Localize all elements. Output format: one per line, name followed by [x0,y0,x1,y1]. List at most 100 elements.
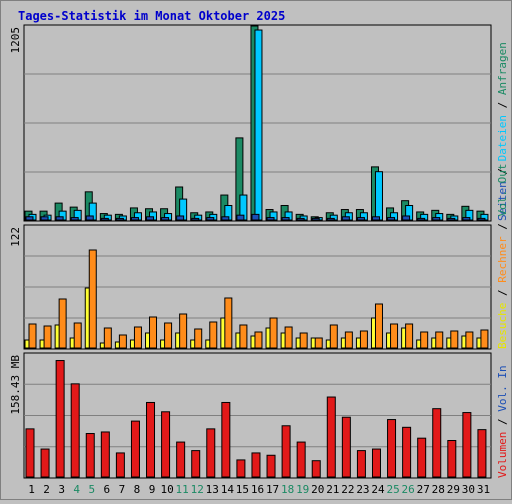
bar-seiten [447,217,456,221]
x-tick-label: 20 [311,483,324,496]
bar-seiten [146,216,155,221]
legend-entry: Anfragen [496,42,509,95]
bar-seiten [176,215,185,221]
bar-rechner [239,324,248,349]
x-tick-label: 14 [221,483,235,496]
bar-rechner [390,323,399,349]
bar-rechner [374,303,383,349]
bar-seiten [115,217,124,221]
bar-rechner [254,331,263,349]
bar-seiten [371,216,380,221]
y-max-label: 122 [9,227,22,247]
bar-seiten [70,217,79,221]
legend-entry: Besuche [496,303,509,349]
bar-rechner [299,332,308,349]
bar-seiten [296,217,305,221]
bar-dateien [254,29,263,221]
bar-seiten [100,217,109,221]
bar-volumen [341,416,351,478]
x-tick-label: 24 [371,483,385,496]
bar-rechner [405,323,414,349]
bar-seiten [281,217,290,221]
bar-volumen [417,437,427,478]
legend-entry: / [496,161,509,181]
bar-seiten [356,217,365,221]
bar-volumen [40,448,50,478]
bar-rechner [224,297,233,349]
bar-rechner [179,313,188,349]
bar-rechner [73,322,82,349]
x-tick-label: 27 [417,483,430,496]
bar-volumen [281,425,291,478]
x-tick-label: 13 [206,483,219,496]
x-tick-label: 2 [43,483,50,496]
x-tick-label: 7 [119,483,126,496]
bar-volumen [462,412,472,478]
legend-entry: / [496,283,509,303]
bar-rechner [329,324,338,349]
x-tick-label: 8 [134,483,141,496]
panel-anfragen-dateien-seiten: 1205 [9,24,492,222]
bar-seiten [191,217,200,221]
bar-volumen [371,448,381,478]
bar-volumen [25,428,35,478]
bar-volumen [206,428,216,478]
x-tick-label: 5 [88,483,95,496]
legend-middle: Besuche / Rechner / Vol. Out [496,164,509,349]
bar-seiten [130,217,139,221]
bar-seiten [206,217,215,221]
bar-volumen [356,450,366,478]
x-tick-label: 26 [402,483,415,496]
bar-seiten [341,216,350,221]
x-tick-label: 25 [386,483,399,496]
x-tick-label: 4 [73,483,80,496]
panels: 1205 122 158.43 MB [9,24,492,479]
bar-rechner [284,326,293,349]
bar-seiten [326,217,335,221]
x-tick-label: 23 [356,483,369,496]
bar-seiten [417,217,426,221]
x-tick-label: 10 [160,483,173,496]
bar-volumen [266,454,276,478]
bar-volumen [221,401,231,478]
bar-rechner [480,329,489,349]
x-tick-label: 30 [462,483,475,496]
x-tick-label: 19 [296,483,309,496]
bar-rechner [344,331,353,349]
legend-entry: / [496,95,509,115]
bar-volumen [130,420,140,478]
bar-volumen [477,429,487,478]
bar-seiten [432,217,441,221]
bar-rechner [133,326,142,349]
legend-bottom: Volumen / Vol. In [496,365,509,478]
bar-seiten [161,217,170,221]
bar-seiten [251,213,260,221]
x-tick-label: 12 [191,483,204,496]
bar-volumen [296,441,306,478]
legend-entry: Dateien [496,115,509,161]
panel-volumen: 158.43 MB [9,352,492,479]
bar-rechner [435,331,444,349]
x-tick-label: 17 [266,483,279,496]
bar-volumen [311,460,321,478]
x-tick-label: 21 [326,483,339,496]
bar-volumen [176,441,186,478]
bar-seiten [402,215,411,221]
bar-volumen [115,452,125,478]
bar-seiten [477,217,486,221]
bar-seiten [85,215,94,221]
bar-volumen [251,452,261,478]
bar-volumen [191,450,201,478]
y-max-label: 158.43 MB [9,355,22,415]
x-tick-label: 22 [341,483,354,496]
x-tick-label: 15 [236,483,249,496]
bar-volumen [161,411,171,478]
bar-seiten [40,216,49,221]
bar-dateien [374,171,383,221]
y-max-label: 1205 [9,27,22,54]
bar-seiten [266,217,275,221]
legend-entry: Volumen [496,432,509,478]
bar-rechner [420,331,429,349]
bar-volumen [326,396,336,478]
